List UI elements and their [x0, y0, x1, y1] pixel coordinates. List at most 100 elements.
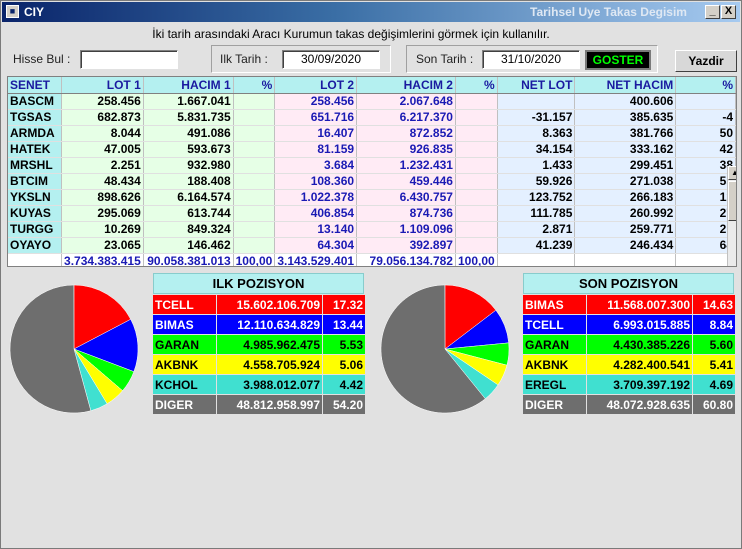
ilk-name-cell: KCHOL	[152, 374, 217, 395]
vertical-scrollbar[interactable]: ▲ ▼	[727, 166, 736, 266]
son-pct-cell: 4.69	[692, 374, 736, 395]
table-cell: 50	[675, 125, 736, 142]
table-cell: 651.716	[274, 109, 358, 126]
header-pct-net[interactable]: %	[675, 77, 736, 94]
header-pct-1[interactable]: %	[233, 77, 276, 94]
header-lot-2[interactable]: LOT 2	[274, 77, 358, 94]
table-cell: 682.873	[61, 109, 144, 126]
print-button[interactable]: Yazdir	[675, 50, 737, 72]
search-label: Hisse Bul :	[13, 52, 71, 66]
table-cell	[455, 141, 498, 158]
ilk-pct-cell: 5.53	[322, 334, 366, 355]
son-pozisyon-pie-chart	[380, 284, 510, 414]
table-cell: 299.451	[574, 157, 677, 174]
son-pozisyon-row: TCELL 6.993.015.885 8.84	[522, 314, 736, 335]
table-cell: 613.744	[143, 205, 234, 222]
table-cell: 1.232.431	[356, 157, 456, 174]
header-hacim-1[interactable]: HACIM 1	[143, 77, 234, 94]
son-pozisyon-row: EREGL 3.709.397.192 4.69	[522, 374, 736, 395]
table-cell: 1.433	[497, 157, 576, 174]
table-row[interactable]: BTCIM 48.434 188.408 108.360 459.446 59.926 27…	[8, 173, 736, 190]
title-bar[interactable]: ■ CIY Tarihsel Uye Takas Degisim _ X	[2, 2, 740, 22]
table-cell: BASCM	[8, 93, 63, 110]
table-cell: 34.154	[497, 141, 576, 158]
table-header: SENET LOT 1 HACIM 1% LOT 2 HACIM 2% NET LOT NE…	[8, 77, 736, 94]
table-cell: 81.159	[274, 141, 358, 158]
son-pozisyon-row: AKBNK 4.282.400.541 5.41	[522, 354, 736, 375]
table-row[interactable]: OYAYO 23.065 146.462 64.304 392.897 41.239 246…	[8, 237, 736, 254]
table-cell: TGSAS	[8, 109, 63, 126]
table-row[interactable]: YKSLN 898.626 6.164.574 1.022.378 6.430.757 1…	[8, 189, 736, 206]
son-pozisyon-table: BIMAS 11.568.007.300 14.63 TCELL 6.993.015.8…	[522, 294, 736, 415]
table-row[interactable]: KUYAS 295.069 613.744 406.854 874.736 111.785…	[8, 205, 736, 222]
ilk-name-cell: GARAN	[152, 334, 217, 355]
start-date-field[interactable]: 30/09/2020	[282, 50, 380, 69]
table-cell: YKSLN	[8, 189, 63, 206]
table-cell: 333.162	[574, 141, 677, 158]
son-name-cell: AKBNK	[522, 354, 587, 375]
header-hacim-2[interactable]: HACIM 2	[356, 77, 456, 94]
table-row[interactable]: HATEK 47.005 593.673 81.159 926.835 34.154 333…	[8, 141, 736, 158]
app-icon[interactable]: ■	[6, 5, 19, 18]
table-cell: 874.736	[356, 205, 456, 222]
search-input[interactable]	[80, 50, 178, 69]
ilk-pozisyon-row: KCHOL 3.988.012.077 4.42	[152, 374, 366, 395]
totals-row: 3.734.383.415 90.058.381.013 100,00 3.143.5…	[8, 253, 736, 266]
scroll-up-icon[interactable]: ▲	[728, 166, 736, 180]
end-date-field[interactable]: 31/10/2020	[482, 50, 580, 69]
son-pct-cell: 8.84	[692, 314, 736, 335]
ilk-value-cell: 4.558.705.924	[216, 354, 323, 375]
son-value-cell: 4.430.385.226	[586, 334, 693, 355]
table-cell: KUYAS	[8, 205, 63, 222]
table-cell: 392.897	[356, 237, 456, 254]
son-pct-cell: 60.80	[692, 394, 736, 415]
table-row[interactable]: MRSHL 2.251 932.980 3.684 1.232.431 1.433 299.…	[8, 157, 736, 174]
header-lot-1[interactable]: LOT 1	[61, 77, 144, 94]
header-net-lot[interactable]: NET LOT	[497, 77, 576, 94]
goster-button[interactable]: GOSTER	[585, 50, 651, 70]
total-cell	[574, 253, 677, 266]
ilk-pozisyon-pie-chart	[9, 284, 139, 414]
header-pct-2[interactable]: %	[455, 77, 498, 94]
table-row[interactable]: BASCM 258.456 1.667.041 258.456 2.067.648 400…	[8, 93, 736, 110]
ilk-pozisyon-row: TCELL 15.602.106.709 17.32	[152, 294, 366, 315]
header-net-hacim[interactable]: NET HACIM	[574, 77, 677, 94]
table-cell	[233, 157, 276, 174]
window-title-full: Tarihsel Uye Takas Degisim	[530, 5, 687, 19]
table-cell	[233, 141, 276, 158]
table-cell	[497, 93, 576, 110]
data-grid[interactable]: SENET LOT 1 HACIM 1% LOT 2 HACIM 2% NET LOT NE…	[7, 76, 737, 267]
table-row[interactable]: TGSAS 682.873 5.831.735 651.716 6.217.370 -31…	[8, 109, 736, 126]
table-cell	[455, 109, 498, 126]
table-cell: 188.408	[143, 173, 234, 190]
end-date-label: Son Tarih :	[416, 52, 474, 66]
son-pct-cell: 5.41	[692, 354, 736, 375]
table-cell: 41.239	[497, 237, 576, 254]
table-row[interactable]: TURGG 10.269 849.324 13.140 1.109.096 2.871 25…	[8, 221, 736, 238]
minimize-button[interactable]: _	[705, 5, 720, 19]
data-table: SENET LOT 1 HACIM 1% LOT 2 HACIM 2% NET LOT NE…	[8, 77, 736, 266]
table-cell: MRSHL	[8, 157, 63, 174]
table-row[interactable]: ARMDA 8.044 491.086 16.407 872.852 8.363 381.7…	[8, 125, 736, 142]
ilk-name-cell: AKBNK	[152, 354, 217, 375]
table-cell: 271.038	[574, 173, 677, 190]
table-cell: 48.434	[61, 173, 144, 190]
table-cell	[455, 93, 498, 110]
table-cell: 42	[675, 141, 736, 158]
table-cell: 459.446	[356, 173, 456, 190]
total-cell	[8, 253, 63, 266]
table-cell: 381.766	[574, 125, 677, 142]
header-senet[interactable]: SENET	[8, 77, 63, 94]
son-pozisyon-row: BIMAS 11.568.007.300 14.63	[522, 294, 736, 315]
close-button[interactable]: X	[721, 5, 736, 19]
table-cell: 64.304	[274, 237, 358, 254]
scroll-thumb[interactable]	[728, 181, 736, 221]
son-pie-slice-diger	[380, 284, 486, 414]
ilk-pozisyon-row: BIMAS 12.110.634.829 13.44	[152, 314, 366, 335]
table-cell: 1.667.041	[143, 93, 234, 110]
table-cell: 872.852	[356, 125, 456, 142]
total-cell	[497, 253, 576, 266]
table-cell: 3.684	[274, 157, 358, 174]
son-name-cell: TCELL	[522, 314, 587, 335]
table-cell: TURGG	[8, 221, 63, 238]
